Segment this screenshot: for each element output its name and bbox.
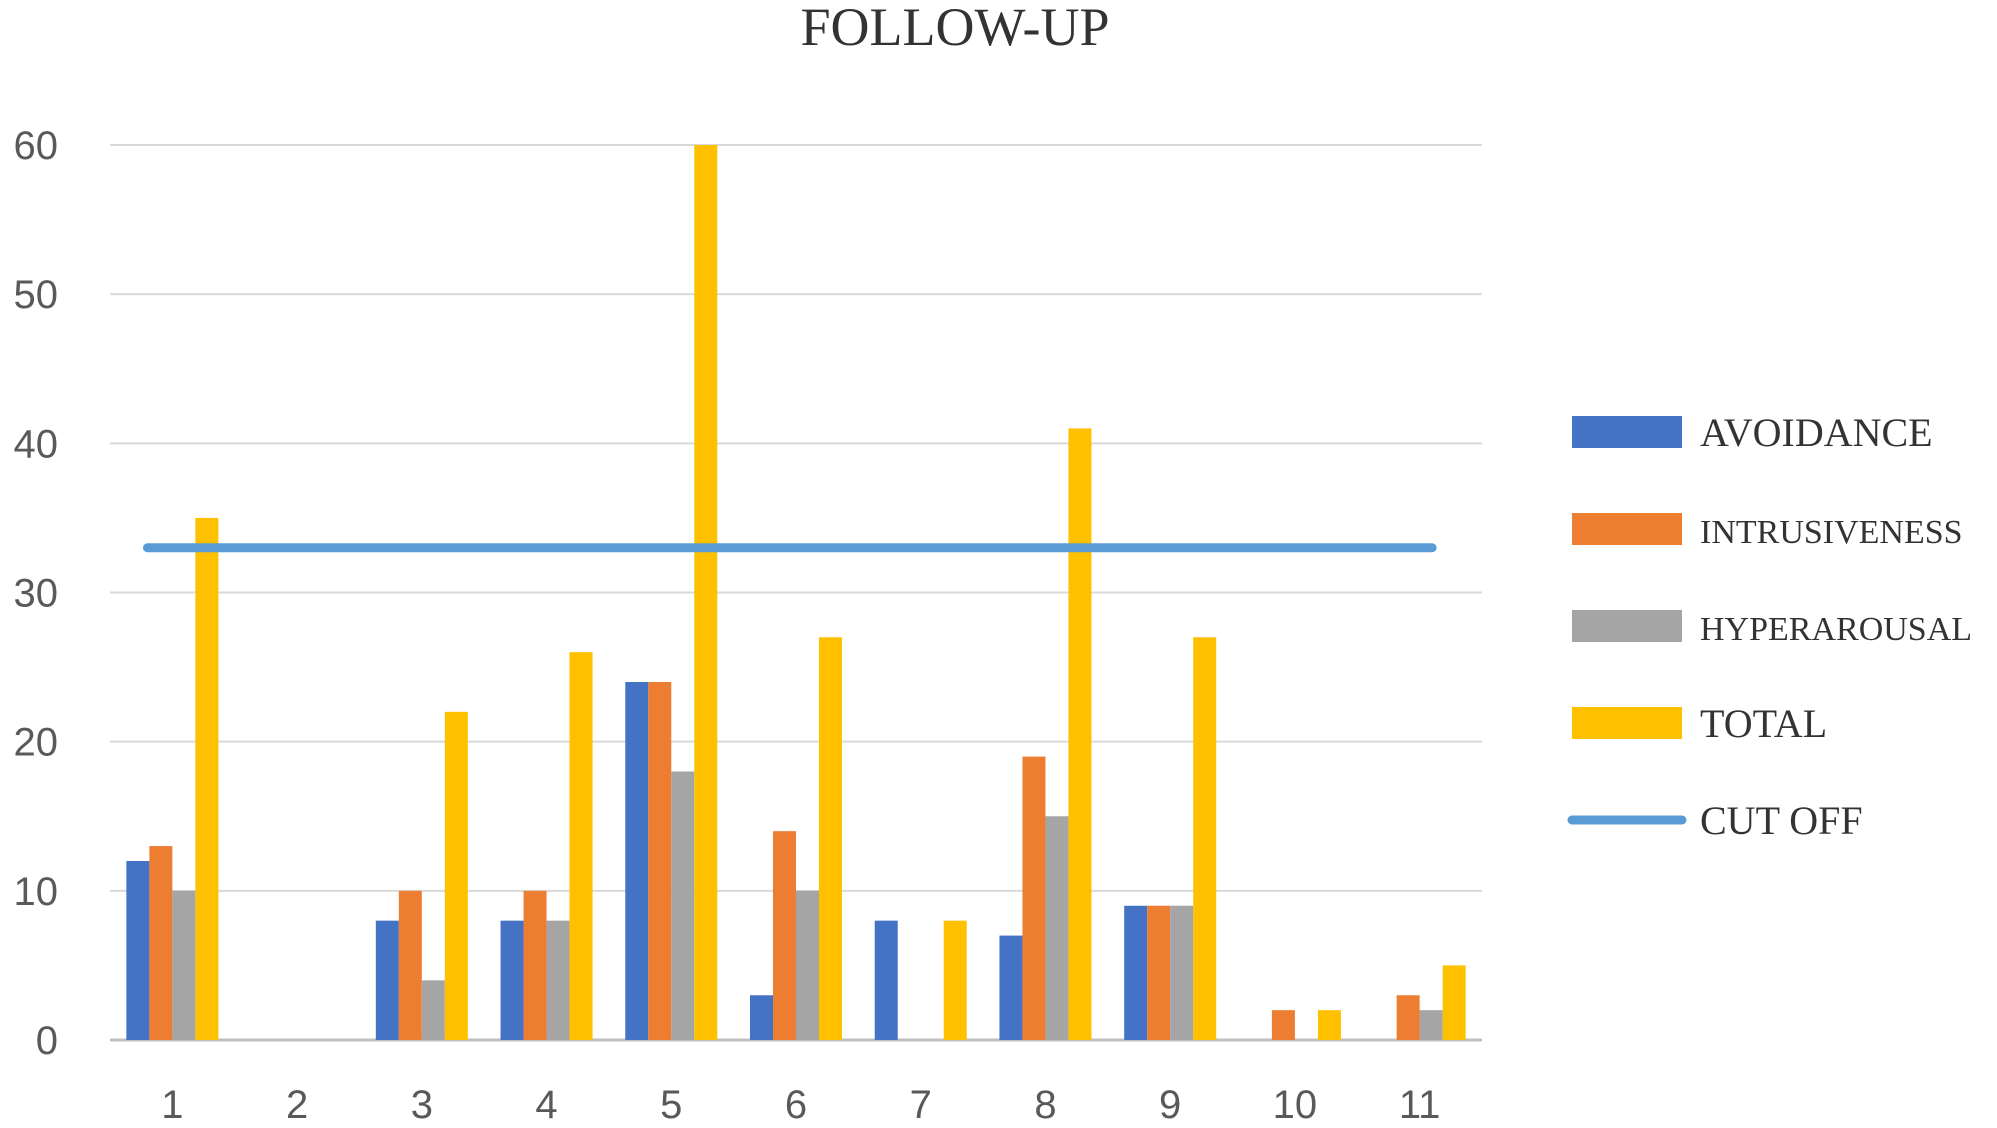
- legend-label-intrusiveness: INTRUSIVENESS: [1700, 514, 1963, 551]
- legend-label-hyperarousal: HYPERAROUSAL: [1700, 611, 1972, 648]
- x-axis-ticks: 1 2 3 4 5 6 7 8 9 10 11: [161, 1083, 1440, 1127]
- y-tick-label: 0: [36, 1019, 58, 1063]
- chart-title: FOLLOW-UP: [801, 0, 1110, 57]
- legend-label-cutoff: CUT OFF: [1700, 798, 1863, 843]
- legend-swatch-hyperarousal: [1572, 610, 1682, 642]
- bar-intrusiveness-10: [1271, 1010, 1295, 1040]
- bar-intrusiveness-11: [1396, 995, 1420, 1040]
- bar-intrusiveness-8: [1022, 756, 1046, 1040]
- bar-total-8: [1068, 428, 1092, 1041]
- bar-avoidance-3: [375, 920, 399, 1040]
- bar-intrusiveness-4: [523, 890, 547, 1040]
- legend-swatch-intrusiveness: [1572, 513, 1682, 545]
- bar-hyperarousal-8: [1045, 816, 1069, 1040]
- y-tick-label: 40: [14, 422, 59, 466]
- bar-avoidance-7: [874, 920, 898, 1040]
- gridlines: [110, 144, 1482, 1042]
- bar-intrusiveness-1: [149, 846, 173, 1040]
- bar-intrusiveness-6: [773, 831, 796, 1040]
- bar-avoidance-5: [625, 682, 649, 1040]
- x-tick-label: 8: [1034, 1083, 1056, 1127]
- legend-swatch-total: [1572, 707, 1682, 739]
- bar-hyperarousal-6: [796, 890, 819, 1040]
- bar-hyperarousal-4: [546, 920, 570, 1040]
- x-tick-label: 9: [1159, 1083, 1181, 1127]
- y-tick-label: 60: [14, 124, 59, 168]
- x-tick-label: 4: [535, 1083, 557, 1127]
- y-tick-label: 20: [14, 721, 59, 765]
- x-tick-label: 1: [161, 1083, 183, 1127]
- bar-total-1: [195, 517, 219, 1040]
- x-tick-label: 5: [660, 1083, 682, 1127]
- legend-swatch-avoidance: [1572, 416, 1682, 448]
- bar-avoidance-1: [126, 861, 150, 1040]
- y-tick-label: 50: [14, 273, 59, 317]
- bar-total-7: [943, 920, 967, 1040]
- x-tick-label: 2: [286, 1083, 308, 1127]
- bar-avoidance-8: [999, 935, 1023, 1040]
- bar-total-10: [1317, 1010, 1341, 1040]
- bar-total-4: [569, 652, 593, 1040]
- x-tick-label: 10: [1273, 1083, 1318, 1127]
- x-tick-label: 11: [1399, 1083, 1441, 1127]
- bar-hyperarousal-9: [1170, 905, 1194, 1040]
- bar-avoidance-4: [500, 920, 524, 1040]
- y-axis-ticks: 0 10 20 30 40 50 60: [14, 124, 59, 1063]
- bar-avoidance-9: [1124, 905, 1148, 1040]
- bar-total-5: [694, 145, 718, 1040]
- bar-hyperarousal-5: [671, 771, 695, 1040]
- bar-total-6: [819, 637, 842, 1040]
- bar-hyperarousal-11: [1419, 1010, 1443, 1040]
- bar-total-11: [1442, 965, 1466, 1040]
- x-tick-label: 7: [910, 1083, 932, 1127]
- bar-hyperarousal-3: [421, 980, 445, 1040]
- legend-label-avoidance: AVOIDANCE: [1700, 410, 1933, 455]
- bar-avoidance-6: [750, 995, 773, 1040]
- bar-total-3: [444, 711, 468, 1040]
- bar-intrusiveness-3: [398, 890, 422, 1040]
- legend-label-total: TOTAL: [1700, 701, 1827, 746]
- x-tick-label: 6: [785, 1083, 807, 1127]
- bar-hyperarousal-1: [172, 890, 196, 1040]
- bar-intrusiveness-9: [1147, 905, 1171, 1040]
- bar-total-9: [1193, 637, 1217, 1040]
- bars: [126, 145, 1466, 1041]
- x-tick-label: 3: [411, 1083, 433, 1127]
- legend: AVOIDANCE INTRUSIVENESS HYPERAROUSAL TOTAL C…: [1567, 410, 1972, 843]
- y-tick-label: 10: [14, 870, 59, 914]
- bar-intrusiveness-5: [648, 682, 672, 1040]
- y-tick-label: 30: [14, 572, 59, 616]
